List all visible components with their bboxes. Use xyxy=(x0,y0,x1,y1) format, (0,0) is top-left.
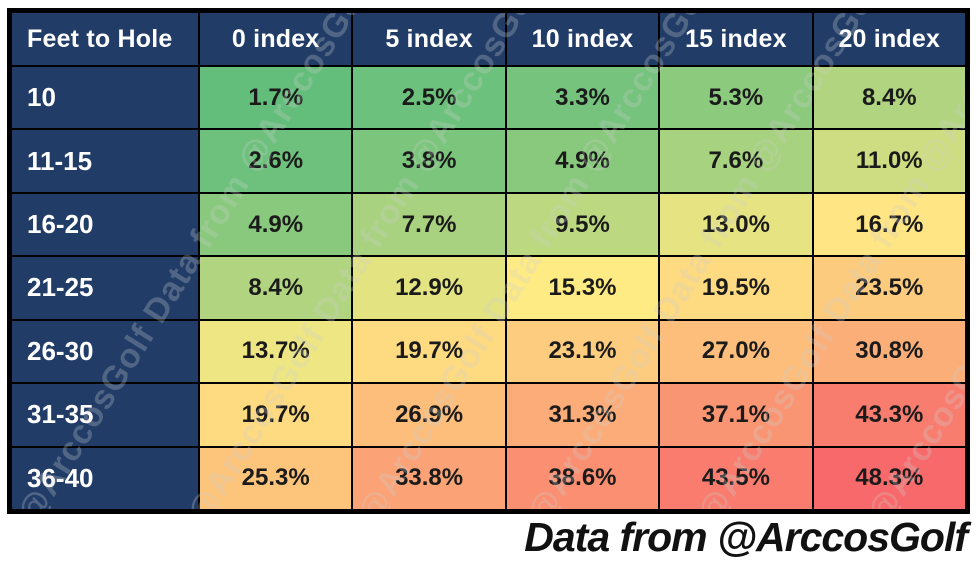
percent-cell: 8.4% xyxy=(200,257,352,319)
column-header: 10 index xyxy=(506,13,659,65)
percent-cell: 12.9% xyxy=(353,257,505,319)
percent-cell: 13.0% xyxy=(660,193,812,256)
percent-cell: 13.7% xyxy=(200,320,352,383)
attribution-text: Data from @ArccosGolf xyxy=(524,514,968,560)
putting-stats-table: Feet to Hole 0 index 5 index 10 index 15 ind… xyxy=(7,8,970,514)
percent-cell: 19.7% xyxy=(200,384,352,446)
percent-cell: 1.7% xyxy=(200,67,352,129)
percent-cell: 8.4% xyxy=(813,67,965,129)
row-label: 26-30 xyxy=(12,320,198,383)
percent-cell: 16.7% xyxy=(813,193,965,256)
row-label: 21-25 xyxy=(12,257,198,319)
column-header: 15 index xyxy=(660,13,812,65)
percent-cell: 4.9% xyxy=(200,193,352,256)
percent-cell: 7.7% xyxy=(353,193,505,256)
percent-cell: 37.1% xyxy=(660,384,812,446)
percent-cell: 5.3% xyxy=(660,67,812,129)
percent-cell: 19.5% xyxy=(660,257,812,319)
row-label: 11-15 xyxy=(12,130,198,192)
row-label: 31-35 xyxy=(12,384,198,446)
column-header: 0 index xyxy=(200,13,352,65)
row-axis-header: Feet to Hole xyxy=(12,13,198,65)
percent-cell: 43.3% xyxy=(813,384,965,446)
percent-cell: 33.8% xyxy=(353,447,505,509)
percent-cell: 15.3% xyxy=(506,257,659,319)
row-label: 10 xyxy=(12,67,198,129)
row-label: 36-40 xyxy=(12,447,198,509)
percent-cell: 2.6% xyxy=(200,130,352,192)
percent-cell: 31.3% xyxy=(506,384,659,446)
percent-cell: 30.8% xyxy=(813,320,965,383)
percent-cell: 23.5% xyxy=(813,257,965,319)
percent-cell: 25.3% xyxy=(200,447,352,509)
percent-cell: 9.5% xyxy=(506,193,659,256)
percent-cell: 3.8% xyxy=(353,130,505,192)
row-label: 16-20 xyxy=(12,193,198,256)
column-header: 5 index xyxy=(353,13,505,65)
percent-cell: 11.0% xyxy=(813,130,965,192)
percent-cell: 38.6% xyxy=(506,447,659,509)
percent-cell: 48.3% xyxy=(813,447,965,509)
column-header: 20 index xyxy=(813,13,965,65)
percent-cell: 43.5% xyxy=(660,447,812,509)
percent-cell: 27.0% xyxy=(660,320,812,383)
percent-cell: 3.3% xyxy=(506,67,659,129)
table-grid: Feet to Hole 0 index 5 index 10 index 15 ind… xyxy=(12,13,965,509)
percent-cell: 2.5% xyxy=(353,67,505,129)
percent-cell: 19.7% xyxy=(353,320,505,383)
percent-cell: 26.9% xyxy=(353,384,505,446)
percent-cell: 4.9% xyxy=(506,130,659,192)
percent-cell: 23.1% xyxy=(506,320,659,383)
percent-cell: 7.6% xyxy=(660,130,812,192)
